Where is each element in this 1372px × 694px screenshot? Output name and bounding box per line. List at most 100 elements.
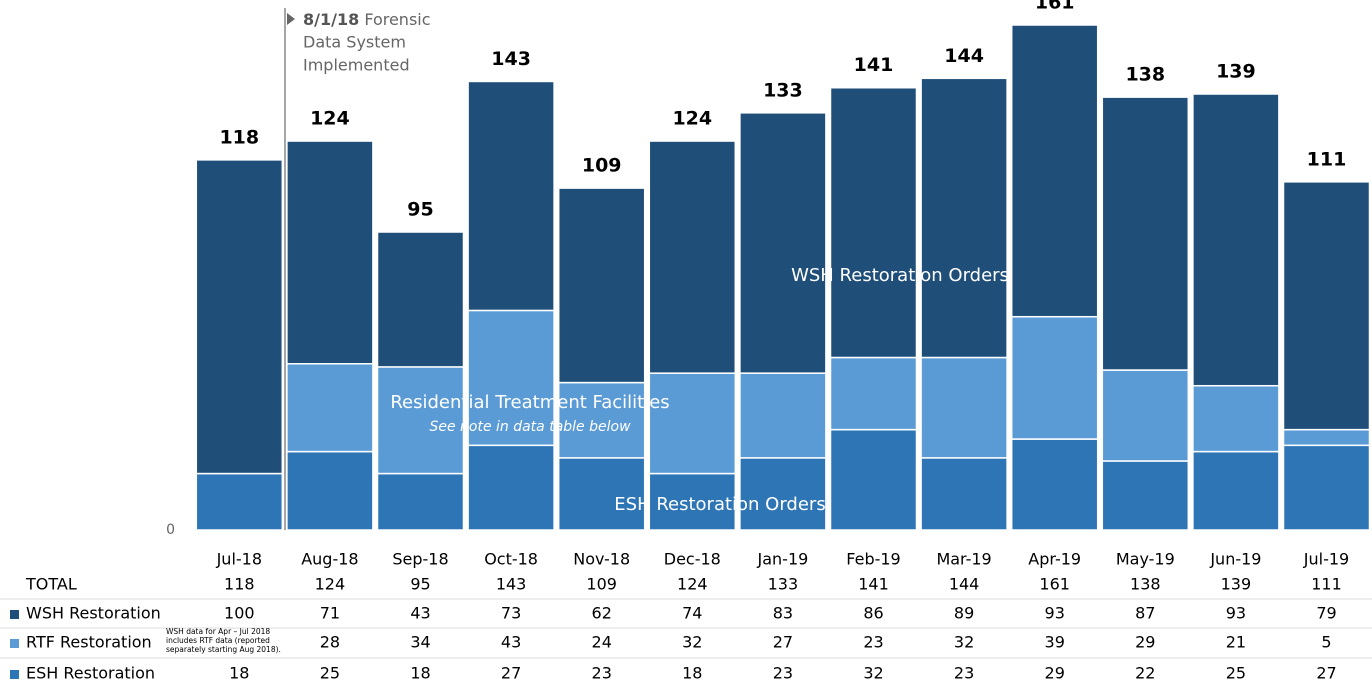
- total-label: 124: [672, 108, 712, 130]
- event-marker: [287, 13, 295, 25]
- table-value: 86: [863, 604, 883, 623]
- table-total: 138: [1130, 575, 1161, 594]
- table-value: 89: [954, 604, 974, 623]
- series-annotation: ESH Restoration Orders: [614, 494, 825, 515]
- table-value: 23: [954, 664, 974, 683]
- bar-segment: [1101, 369, 1190, 462]
- total-label: 109: [582, 155, 622, 177]
- table-total: 124: [315, 575, 346, 594]
- bar-segment: [376, 366, 465, 475]
- bar-segment: [829, 356, 918, 431]
- table-value: 21: [1226, 633, 1246, 652]
- series-annotation: WSH Restoration Orders: [791, 265, 1009, 286]
- table-value: 43: [410, 604, 430, 623]
- bar-segment: [195, 159, 284, 475]
- total-label: 139: [1216, 61, 1256, 83]
- table-total: 109: [586, 575, 617, 594]
- table-total: 111: [1311, 575, 1342, 594]
- bar-segment: [829, 428, 918, 531]
- event-label: 8/1/18 Forensic: [303, 10, 431, 29]
- table-value: 73: [501, 604, 521, 623]
- legend-label: ESH Restoration: [26, 664, 155, 683]
- table-value: 93: [1045, 604, 1065, 623]
- table-value: 62: [592, 604, 612, 623]
- total-label: 118: [219, 126, 259, 148]
- legend-swatch: [10, 610, 19, 619]
- table-value: 34: [410, 633, 430, 652]
- total-label: 161: [1035, 0, 1075, 14]
- table-value: 79: [1316, 604, 1336, 623]
- bar-segment: [1192, 93, 1280, 387]
- bar-segment: [557, 187, 646, 384]
- bar-segment: [1010, 24, 1099, 318]
- table-value: 29: [1135, 633, 1155, 652]
- total-label: 133: [763, 79, 803, 101]
- total-label: 124: [310, 108, 350, 130]
- table-month: Oct-18: [484, 550, 538, 569]
- bar-segment: [829, 86, 918, 359]
- bar-segment: [1010, 438, 1099, 531]
- total-label: 144: [944, 45, 984, 67]
- bar-segment: [467, 80, 555, 312]
- total-label: 143: [491, 48, 531, 70]
- table-value: 23: [863, 633, 883, 652]
- table-month: Apr-19: [1028, 550, 1081, 569]
- legend-label: RTF Restoration: [26, 633, 152, 652]
- table-value: 83: [773, 604, 793, 623]
- table-month: Nov-18: [573, 550, 630, 569]
- bar-segment: [1010, 315, 1099, 440]
- table-value: 71: [320, 604, 340, 623]
- bar-segment: [739, 457, 827, 531]
- table-value: 74: [682, 604, 702, 623]
- bar-segment: [1282, 181, 1371, 431]
- table-value: 25: [1226, 664, 1246, 683]
- table-value: 25: [320, 664, 340, 683]
- bar-segment: [467, 309, 555, 447]
- table-value: 93: [1226, 604, 1246, 623]
- bar-segment: [1101, 96, 1190, 371]
- bar-segment: [739, 372, 827, 459]
- bar-segment: [648, 372, 737, 475]
- table-month: May-19: [1116, 550, 1175, 569]
- table-value: 18: [229, 664, 249, 683]
- table-value: 18: [410, 664, 430, 683]
- bar-segment: [1282, 428, 1371, 447]
- y-tick-label: 0: [166, 522, 175, 538]
- table-value: 32: [863, 664, 883, 683]
- table-month: Sep-18: [392, 550, 448, 569]
- table-month: Mar-19: [936, 550, 991, 569]
- table-value: 87: [1135, 604, 1155, 623]
- total-label: 141: [854, 54, 894, 76]
- table-value: 27: [501, 664, 521, 683]
- table-value: 28: [320, 633, 340, 652]
- bar-segment: [1101, 460, 1190, 531]
- event-label: Implemented: [303, 56, 410, 75]
- bar-segment: [739, 112, 827, 374]
- bar-segment: [920, 356, 1008, 459]
- table-value: 27: [1316, 664, 1336, 683]
- table-value: 23: [773, 664, 793, 683]
- table-value: 23: [592, 664, 612, 683]
- event-date: 8/1/18: [303, 10, 359, 29]
- total-label: 95: [407, 199, 433, 221]
- bar-segment: [286, 450, 374, 531]
- table-note: separately starting Aug 2018).: [166, 645, 281, 654]
- table-month: Dec-18: [664, 550, 721, 569]
- table-total: 95: [410, 575, 430, 594]
- table-total: 133: [768, 575, 799, 594]
- bar-segment: [376, 472, 465, 531]
- table-total: 124: [677, 575, 708, 594]
- table-value: 24: [592, 633, 612, 652]
- table-month: Jan-19: [757, 550, 809, 569]
- total-label: 111: [1307, 148, 1347, 170]
- table-value: 32: [682, 633, 702, 652]
- bar-segment: [376, 231, 465, 368]
- bar-segment: [920, 457, 1008, 531]
- bar-segment: [648, 140, 737, 374]
- table-value: 5: [1321, 633, 1331, 652]
- bar-segment: [1192, 384, 1280, 453]
- bar-segment: [920, 77, 1008, 359]
- bar-segment: [467, 444, 555, 531]
- bar-segment: [648, 472, 737, 531]
- table-month: Feb-19: [846, 550, 900, 569]
